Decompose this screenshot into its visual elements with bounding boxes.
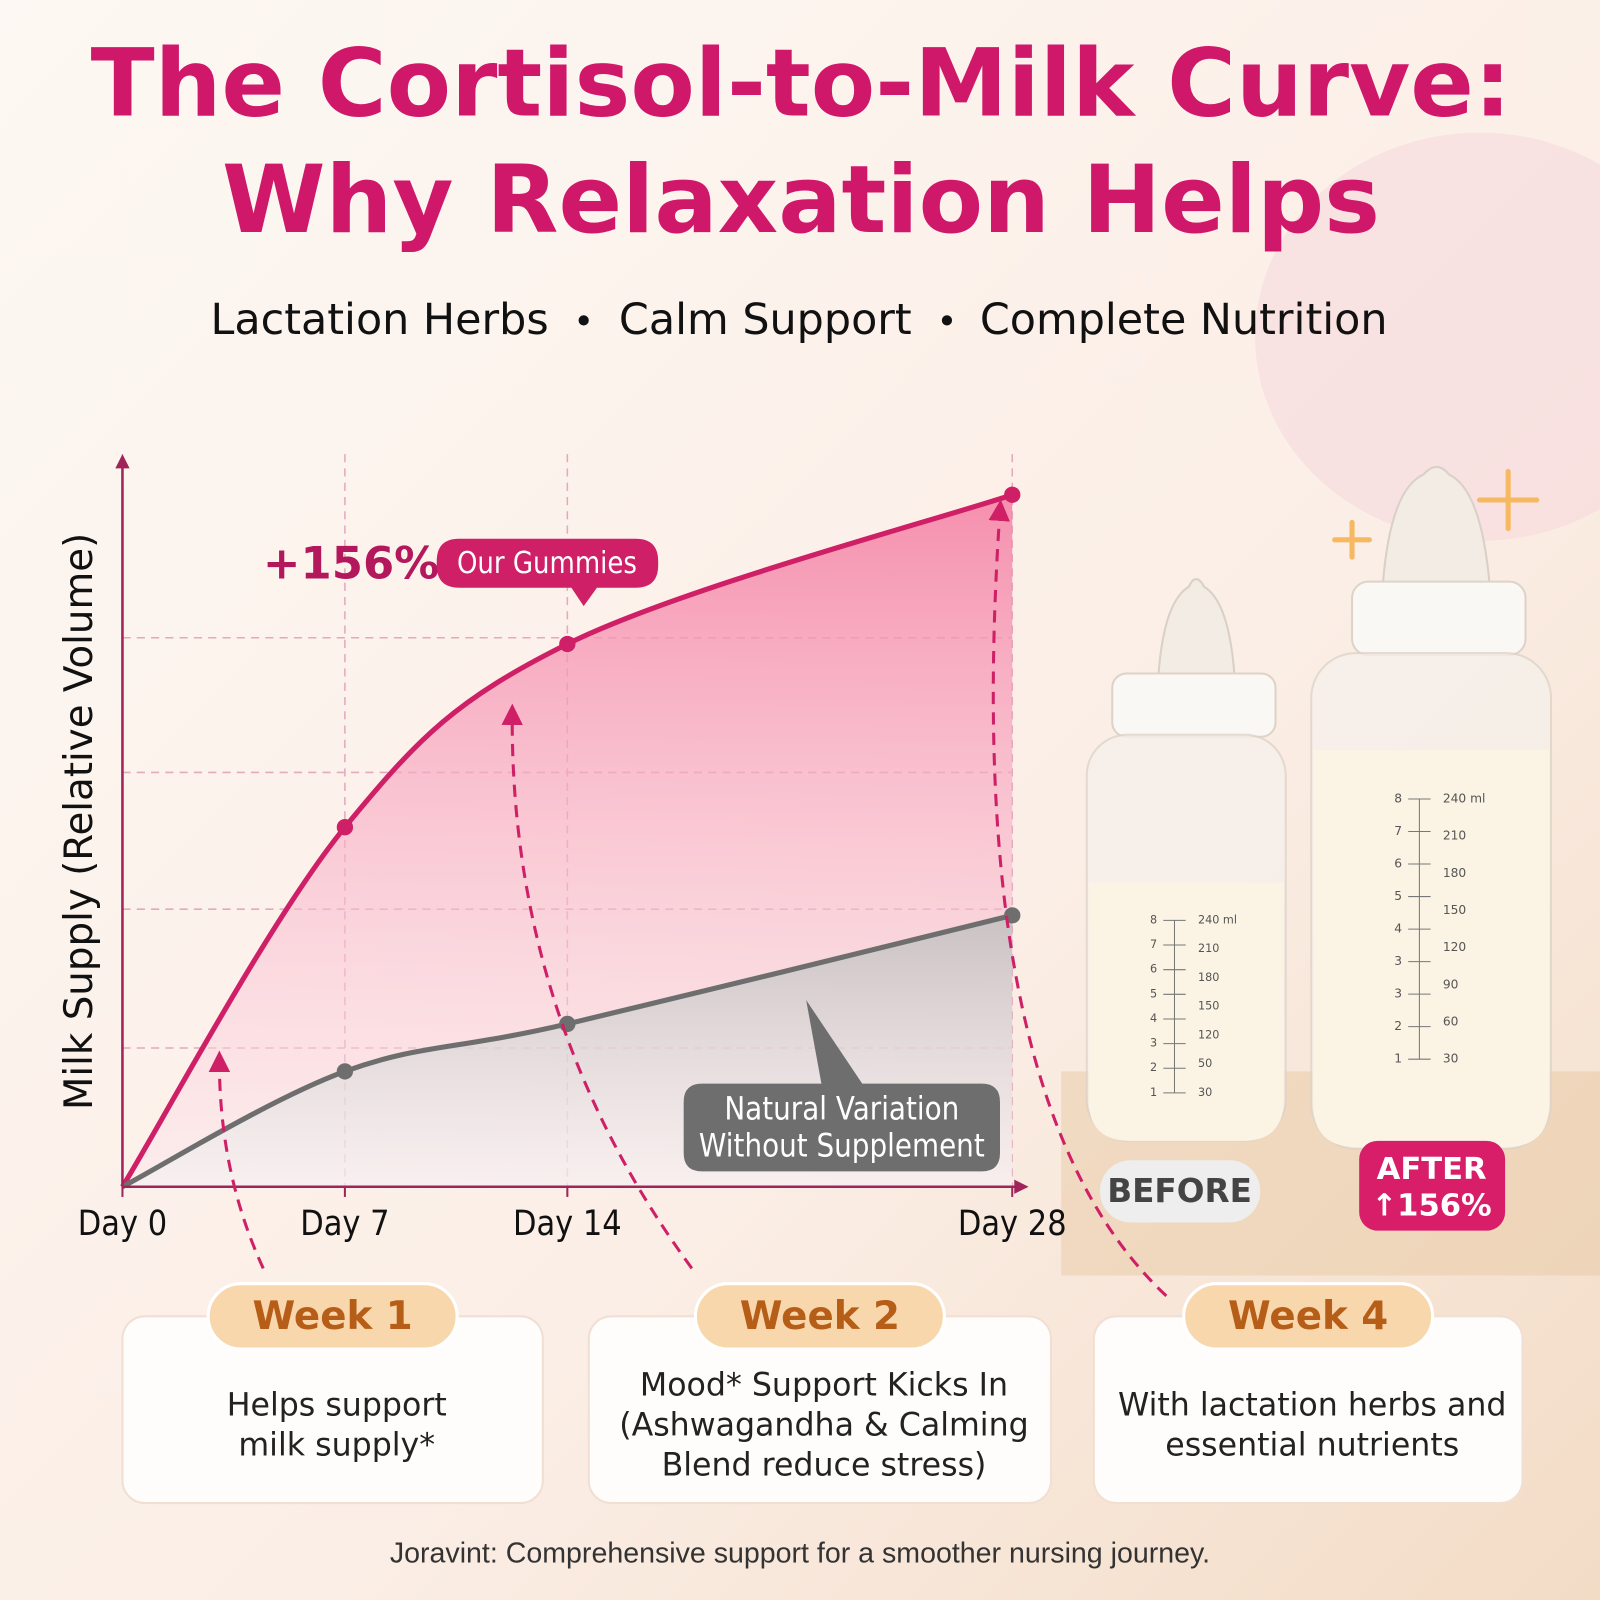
footer: Joravint: Comprehensive support for a sm… (390, 1538, 1210, 1570)
x-tick-label: Day 7 (300, 1203, 389, 1243)
legend-bubble (436, 538, 659, 607)
bullet (941, 315, 953, 326)
bottle-ml: 120 (1443, 940, 1466, 954)
card-text: Mood* Support Kicks In (640, 1368, 1008, 1404)
bottle-oz: 5 (1150, 987, 1157, 1000)
bottle-oz: 4 (1150, 1012, 1157, 1025)
card-text: With lactation herbs and (1118, 1388, 1506, 1424)
bottle-oz: 3 (1394, 987, 1402, 1001)
week-badge (1182, 1282, 1435, 1351)
bottle-oz: 8 (1150, 913, 1157, 926)
bottle-oz: 5 (1394, 889, 1402, 903)
bottle-oz: 4 (1394, 922, 1402, 936)
bottle-oz: 6 (1150, 963, 1157, 976)
bottle-ml: 240 ml (1198, 913, 1237, 926)
bottle-oz: 3 (1394, 954, 1402, 968)
after-label: ↑156% (1372, 1189, 1492, 1224)
title: Why Relaxation Helps (222, 146, 1380, 255)
bottle-ml: 120 (1198, 1028, 1219, 1041)
week-badge (693, 1282, 946, 1351)
point (559, 1015, 576, 1033)
card-text: Blend reduce stress) (662, 1447, 987, 1483)
legend-label: Our Gummies (457, 545, 637, 581)
bottle-ml: 150 (1198, 1000, 1219, 1013)
bottle-oz: 7 (1150, 938, 1157, 951)
week-badge (206, 1282, 459, 1351)
x-tick-label: Day 28 (958, 1203, 1067, 1243)
after-label: AFTER (1377, 1152, 1487, 1187)
bottle-oz: 1 (1150, 1086, 1157, 1099)
x-tick-label: Day 0 (78, 1203, 167, 1243)
card-text: (Ashwagandha & Calming (619, 1408, 1028, 1444)
bullet (578, 315, 589, 326)
bottle-ml: 240 ml (1443, 791, 1486, 805)
bottle-oz: 2 (1394, 1019, 1402, 1033)
point (1004, 486, 1021, 503)
bottle-oz: 8 (1394, 791, 1402, 805)
before-label: BEFORE (1107, 1172, 1252, 1210)
bottle-after: 8 7 6 5 4 3 3 2 1 240 ml 210 180 150 120 90 60 30 (1310, 465, 1553, 1150)
bottle-ml: 50 (1198, 1057, 1212, 1070)
y-axis-label: Milk Supply (Relative Volume) (57, 533, 102, 1110)
chart: Day 0 Day 7 Day 14 Day 28 Milk Supply (Relat… (57, 454, 1067, 1244)
point (559, 635, 576, 653)
subtitle: Lactation Herbs (211, 295, 549, 345)
axes (121, 459, 1023, 1189)
title: The Cortisol-to-Milk Curve: (91, 30, 1512, 139)
point (336, 819, 354, 836)
card-text: essential nutrients (1165, 1427, 1459, 1463)
bottle-ml: 30 (1443, 1052, 1459, 1066)
card-text: milk supply* (238, 1427, 435, 1463)
gain-label: +156% (263, 536, 439, 589)
bottle-ml: 90 (1443, 977, 1459, 991)
bottle-oz: 2 (1150, 1061, 1157, 1074)
subtitle: Complete Nutrition (980, 295, 1388, 345)
decor (1255, 132, 1600, 541)
before-badge (1100, 1160, 1261, 1223)
subtitle: Calm Support (619, 295, 912, 345)
week-label: Week 4 (1228, 1294, 1388, 1339)
bottle-ml: 150 (1443, 903, 1466, 917)
bottle-ml: 180 (1198, 971, 1219, 984)
point (336, 1063, 354, 1080)
bottle-ml: 30 (1198, 1086, 1212, 1099)
week-label: Week 1 (253, 1294, 413, 1339)
bottle-ml: 210 (1198, 942, 1219, 955)
bottle-ml: 180 (1443, 866, 1466, 880)
bottle-ml: 210 (1443, 829, 1466, 843)
bottle-oz: 1 (1394, 1052, 1402, 1066)
x-tick-label: Day 14 (513, 1203, 622, 1243)
series-line (120, 492, 1014, 1189)
bottle-ml: 60 (1443, 1015, 1459, 1029)
legend-label: Natural Variation Without Supplement (699, 1091, 985, 1165)
after-badge (1359, 1140, 1506, 1231)
week-label: Week 2 (740, 1294, 900, 1339)
bottle-oz: 3 (1150, 1037, 1157, 1050)
card-text: Helps support (227, 1388, 447, 1424)
bottle-oz: 6 (1394, 857, 1402, 871)
arrows (208, 499, 1168, 1298)
bottle-oz: 7 (1394, 824, 1402, 838)
bottle-before: 8 7 6 5 4 3 2 1 240 ml 210 180 150 120 50 30 (1085, 578, 1287, 1142)
series-line (121, 912, 1013, 1189)
legend-bubble (683, 1000, 1000, 1172)
